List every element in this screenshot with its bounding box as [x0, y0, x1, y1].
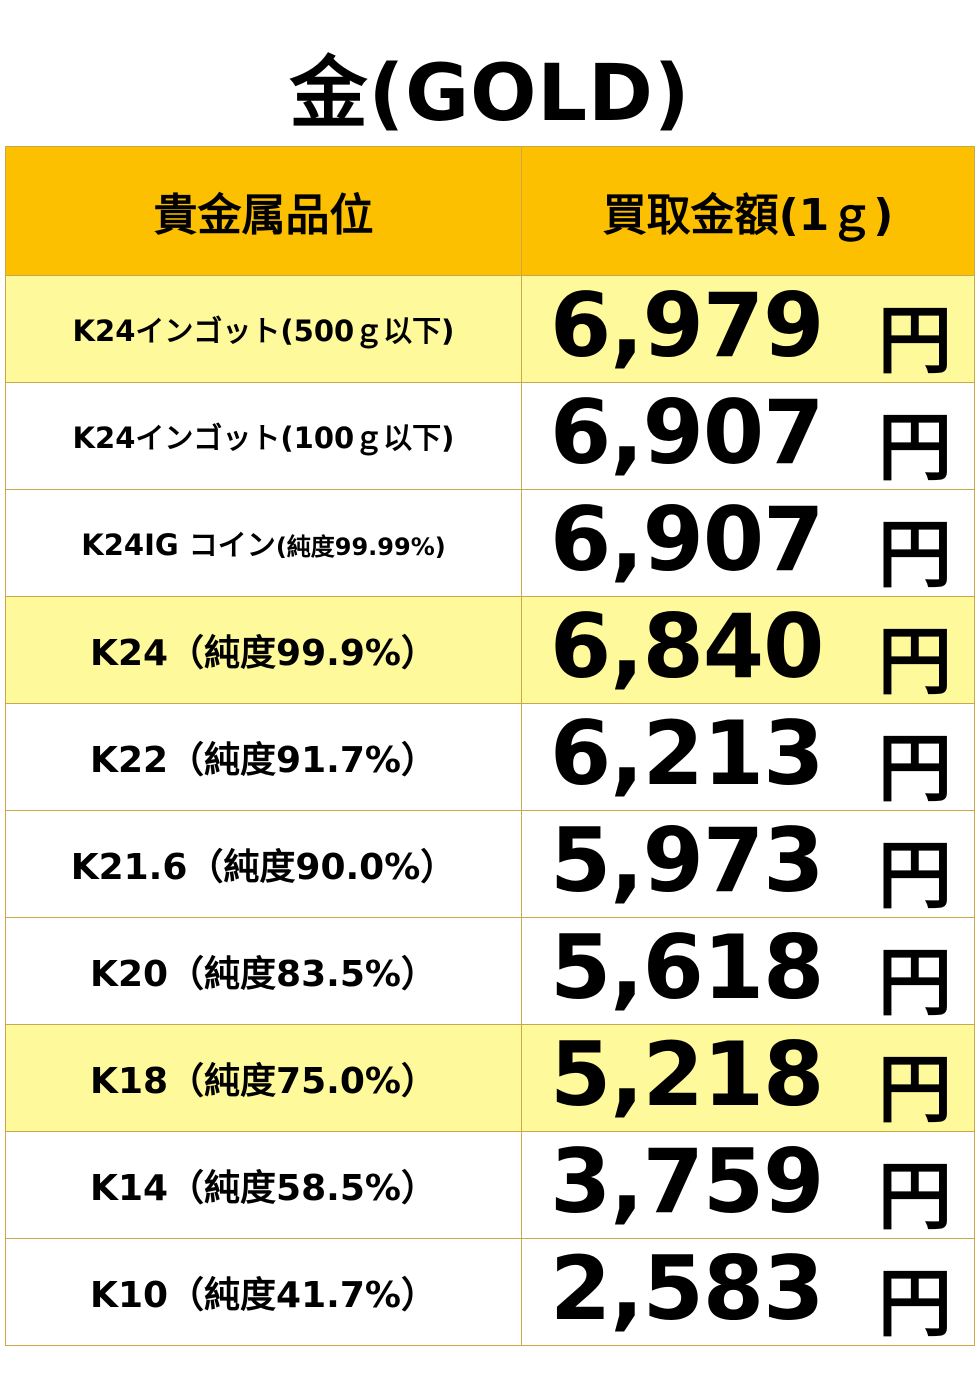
- table-row: K20（純度83.5%） 5,618 円: [5, 917, 975, 1025]
- price-amount: 5,973: [550, 810, 824, 912]
- table-row: K10（純度41.7%） 2,583 円: [5, 1238, 975, 1346]
- price-cell: 5,618 円: [521, 917, 975, 1025]
- grade-cell: K10（純度41.7%）: [5, 1238, 522, 1346]
- grade-note: (500ｇ以下): [280, 314, 455, 348]
- grade-note: （純度58.5%）: [168, 1168, 437, 1209]
- currency-label: 円: [878, 298, 952, 383]
- price-cell: 6,213 円: [521, 703, 975, 811]
- price-amount: 2,583: [550, 1238, 824, 1340]
- grade-cell: K14（純度58.5%）: [5, 1131, 522, 1239]
- price-cell: 2,583 円: [521, 1238, 975, 1346]
- grade-name: K24: [90, 633, 169, 674]
- grade-note: （純度91.7%）: [168, 740, 437, 781]
- price-amount: 5,218: [550, 1024, 824, 1126]
- currency-label: 円: [878, 726, 952, 811]
- grade-cell: K24（純度99.9%）: [5, 596, 522, 704]
- grade-cell: K24IG コイン(純度99.99%): [5, 489, 522, 597]
- grade-cell: K20（純度83.5%）: [5, 917, 522, 1025]
- currency-label: 円: [878, 1047, 952, 1132]
- column-header-price: 買取金額(1ｇ): [521, 146, 975, 276]
- price-cell: 5,973 円: [521, 810, 975, 918]
- currency-label: 円: [878, 512, 952, 597]
- table-row: K24（純度99.9%） 6,840 円: [5, 596, 975, 704]
- table-row: K24インゴット(500ｇ以下) 6,979 円: [5, 275, 975, 383]
- grade-name: K18: [90, 1061, 169, 1102]
- grade-note: （純度83.5%）: [168, 954, 437, 995]
- price-amount: 6,979: [550, 275, 824, 377]
- grade-note: (100ｇ以下): [280, 421, 455, 455]
- price-amount: 5,618: [550, 917, 824, 1019]
- table-header-row: 貴金属品位 買取金額(1ｇ): [5, 146, 975, 276]
- grade-cell: K24インゴット(500ｇ以下): [5, 275, 522, 383]
- grade-name: K14: [90, 1168, 169, 1209]
- currency-label: 円: [878, 833, 952, 918]
- grade-name: K24インゴット: [72, 314, 281, 348]
- table-row: K22（純度91.7%） 6,213 円: [5, 703, 975, 811]
- price-cell: 6,907 円: [521, 382, 975, 490]
- grade-cell: K24インゴット(100ｇ以下): [5, 382, 522, 490]
- grade-name: K24IG コイン: [81, 528, 276, 562]
- grade-name: K20: [90, 954, 169, 995]
- currency-label: 円: [878, 1154, 952, 1239]
- grade-cell: K18（純度75.0%）: [5, 1024, 522, 1132]
- price-amount: 6,213: [550, 703, 824, 805]
- column-header-grade: 貴金属品位: [5, 146, 522, 276]
- grade-note: （純度41.7%）: [168, 1275, 437, 1316]
- currency-label: 円: [878, 405, 952, 490]
- grade-name: K10: [90, 1275, 169, 1316]
- currency-label: 円: [878, 619, 952, 704]
- gold-price-table: 貴金属品位 買取金額(1ｇ) K24インゴット(500ｇ以下) 6,979 円 K…: [5, 146, 975, 1346]
- price-amount: 6,907: [550, 489, 824, 591]
- grade-cell: K21.6（純度90.0%）: [5, 810, 522, 918]
- price-amount: 3,759: [550, 1131, 824, 1233]
- grade-name: K24インゴット: [72, 421, 281, 455]
- page-title: 金(GOLD): [289, 49, 691, 139]
- grade-cell: K22（純度91.7%）: [5, 703, 522, 811]
- table-row: K24インゴット(100ｇ以下) 6,907 円: [5, 382, 975, 490]
- price-cell: 6,907 円: [521, 489, 975, 597]
- table-row: K18（純度75.0%） 5,218 円: [5, 1024, 975, 1132]
- price-cell: 3,759 円: [521, 1131, 975, 1239]
- grade-name: K22: [90, 740, 169, 781]
- grade-note: (純度99.99%): [275, 533, 446, 561]
- price-cell: 6,840 円: [521, 596, 975, 704]
- grade-note: （純度75.0%）: [168, 1061, 437, 1102]
- grade-name: K21.6: [70, 847, 188, 888]
- table-row: K24IG コイン(純度99.99%) 6,907 円: [5, 489, 975, 597]
- price-cell: 6,979 円: [521, 275, 975, 383]
- currency-label: 円: [878, 940, 952, 1025]
- price-amount: 6,907: [550, 382, 824, 484]
- table-row: K21.6（純度90.0%） 5,973 円: [5, 810, 975, 918]
- grade-note: （純度99.9%）: [168, 633, 437, 674]
- currency-label: 円: [878, 1261, 952, 1346]
- table-row: K14（純度58.5%） 3,759 円: [5, 1131, 975, 1239]
- price-cell: 5,218 円: [521, 1024, 975, 1132]
- price-amount: 6,840: [550, 596, 824, 698]
- grade-note: （純度90.0%）: [187, 847, 457, 888]
